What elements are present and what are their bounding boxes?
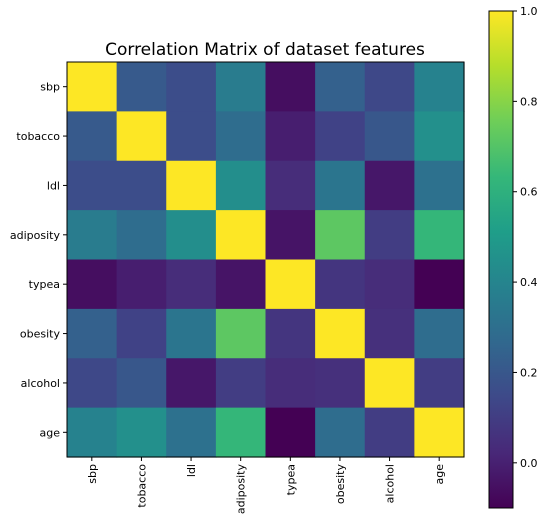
heatmap-cell: [166, 62, 217, 112]
heatmap-cell: [315, 111, 366, 162]
heatmap-cell: [215, 160, 267, 211]
y-tick-label: sbp: [40, 81, 60, 94]
x-tick-label: alcohol: [384, 464, 397, 503]
heatmap-cell: [215, 111, 267, 162]
heatmap-cell: [364, 407, 415, 458]
y-tick-label: tobacco: [16, 130, 60, 143]
heatmap-cell: [315, 210, 366, 261]
heatmap-cell: [414, 358, 465, 409]
y-tick-label: typea: [29, 278, 60, 291]
heatmap-cell: [265, 62, 316, 112]
heatmap-cell: [315, 407, 366, 458]
heatmap-cell: [116, 210, 167, 261]
heatmap-cell: [315, 160, 366, 211]
heatmap-cell: [116, 62, 167, 112]
heatmap-cell: [166, 308, 217, 359]
colorbar-tick-label: 0.2: [520, 366, 538, 379]
heatmap-cell: [265, 358, 316, 409]
colorbar-ticks: 0.0 0.2 0.4 0.6 0.8 1.0: [513, 5, 538, 470]
heatmap-cell: [67, 308, 118, 359]
y-tick-label: age: [40, 426, 61, 439]
y-tick-label: obesity: [20, 328, 61, 341]
y-tick-label: adiposity: [10, 229, 61, 242]
heatmap-cell: [364, 308, 415, 359]
x-tick-label: typea: [284, 464, 297, 495]
x-tick-label: obesity: [334, 464, 347, 505]
heatmap-cell: [67, 259, 118, 310]
heatmap-cell: [116, 308, 167, 359]
x-tick-label: tobacco: [135, 464, 148, 508]
heatmap-cell: [215, 358, 267, 409]
heatmap-cell: [67, 210, 118, 261]
x-axis-ticks: sbp tobacco ldl adiposity typea obesity alcoho…: [86, 457, 446, 514]
colorbar: [488, 10, 514, 509]
heatmap-cell: [215, 407, 267, 458]
heatmap-cell: [265, 407, 316, 458]
heatmap-cell: [315, 308, 366, 359]
heatmap-cell: [67, 160, 118, 211]
heatmap-cell: [315, 259, 366, 310]
heatmap-cell: [116, 358, 167, 409]
heatmap-cell: [315, 62, 366, 112]
x-tick-label: sbp: [86, 464, 99, 484]
heatmap-cell: [215, 259, 267, 310]
heatmap-cell: [215, 62, 267, 112]
heatmap-cell: [166, 259, 217, 310]
heatmap-cell: [364, 111, 415, 162]
heatmap-cell: [67, 62, 118, 112]
heatmap-cell: [414, 111, 465, 162]
x-tick-label: adiposity: [235, 464, 248, 515]
heatmap-cell: [166, 160, 217, 211]
y-tick-label: alcohol: [21, 377, 60, 390]
heatmap-cell: [414, 62, 465, 112]
colorbar-tick-label: 1.0: [520, 5, 538, 18]
heatmap-cell: [265, 111, 316, 162]
heatmap-cell: [116, 160, 167, 211]
heatmap-cell: [364, 62, 415, 112]
chart-title: Correlation Matrix of dataset features: [105, 40, 425, 60]
heatmap-cell: [67, 111, 118, 162]
heatmap-cell: [414, 210, 465, 261]
heatmap-cell: [166, 407, 217, 458]
heatmap-cell: [414, 259, 465, 310]
heatmap-cell: [265, 210, 316, 261]
heatmap-cell: [364, 210, 415, 261]
y-axis-ticks: sbp tobacco ldl adiposity typea obesity alcoho…: [10, 81, 67, 439]
heatmap-cell: [116, 407, 167, 458]
heatmap-cell: [116, 111, 167, 162]
colorbar-tick-label: 0.4: [520, 276, 538, 289]
heatmap-cell: [315, 358, 366, 409]
heatmap-cells: [67, 62, 465, 458]
heatmap-cell: [364, 259, 415, 310]
heatmap-cell: [265, 259, 316, 310]
x-tick-label: age: [433, 464, 446, 485]
heatmap-cell: [265, 308, 316, 359]
heatmap-cell: [116, 259, 167, 310]
heatmap-cell: [364, 358, 415, 409]
y-tick-label: ldl: [47, 179, 60, 192]
heatmap-cell: [166, 210, 217, 261]
heatmap-frame: [66, 61, 465, 458]
heatmap-cell: [414, 308, 465, 359]
x-tick-label: ldl: [185, 464, 198, 477]
colorbar-tick-label: 0.0: [520, 457, 538, 470]
heatmap-cell: [215, 308, 267, 359]
colorbar-tick-label: 0.8: [520, 95, 538, 108]
heatmap-cell: [414, 407, 465, 458]
heatmap-cell: [215, 210, 267, 261]
heatmap-cell: [67, 358, 118, 409]
heatmap-cell: [67, 407, 118, 458]
heatmap-cell: [414, 160, 465, 211]
heatmap-cell: [265, 160, 316, 211]
heatmap-cell: [364, 160, 415, 211]
heatmap-cell: [166, 111, 217, 162]
colorbar-tick-label: 0.6: [520, 186, 538, 199]
heatmap-cell: [166, 358, 217, 409]
